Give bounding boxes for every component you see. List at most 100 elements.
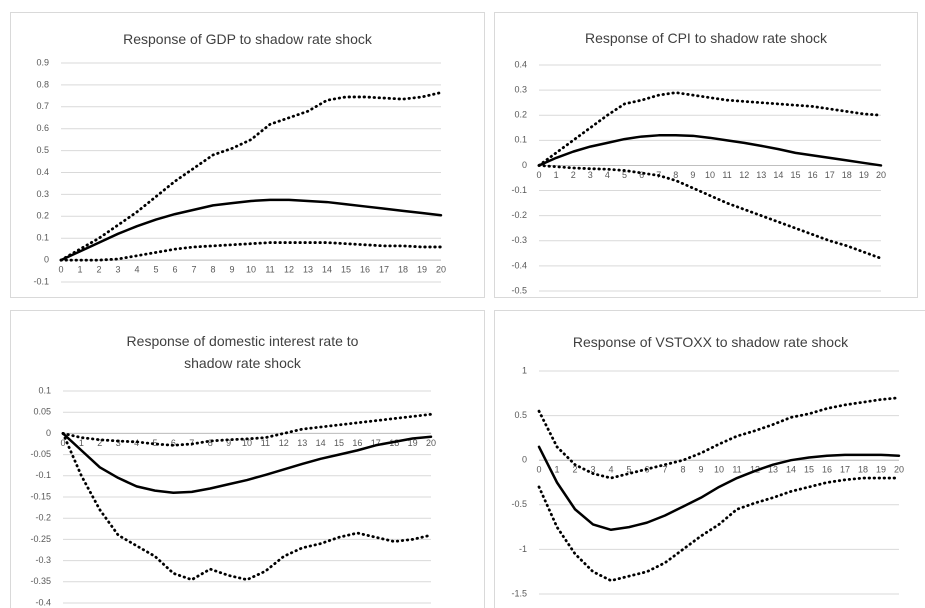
x-tick-label: 19	[859, 170, 869, 180]
x-tick-label: 9	[226, 438, 231, 448]
x-tick-label: 6	[172, 264, 177, 274]
y-tick-label: 0	[44, 254, 49, 264]
band-line	[537, 476, 901, 583]
x-tick-label: 8	[210, 264, 215, 274]
x-tick-label: 7	[191, 264, 196, 274]
x-tick-label: 6	[639, 170, 644, 180]
x-tick-label: 4	[605, 170, 610, 180]
x-tick-label: 3	[115, 264, 120, 274]
y-tick-label: 0	[522, 455, 527, 465]
y-tick-label: 0.5	[514, 410, 527, 420]
response-line	[537, 445, 901, 532]
x-tick-label: 16	[352, 438, 362, 448]
x-tick-label: 3	[116, 438, 121, 448]
x-tick-label: 10	[242, 438, 252, 448]
x-tick-label: 5	[626, 465, 631, 475]
x-tick-label: 1	[554, 170, 559, 180]
y-tick-label: 0.2	[36, 211, 49, 221]
x-tick-label: 10	[705, 170, 715, 180]
panel: Response of CPI to shadow rate shock 0.4…	[494, 12, 918, 298]
x-tick-label: 9	[690, 170, 695, 180]
x-tick-label: 11	[722, 170, 731, 180]
x-tick-label: 14	[786, 465, 796, 475]
band-line	[537, 164, 883, 260]
x-tick-label: 12	[750, 465, 760, 475]
panel: Response of domestic interest rate to sh…	[10, 310, 485, 608]
x-tick-label: 13	[756, 170, 766, 180]
x-tick-label: 0	[536, 465, 541, 475]
y-tick-label: 0.7	[36, 101, 49, 111]
y-tick-label: 0.1	[38, 385, 51, 395]
y-tick-label: -0.1	[35, 470, 51, 480]
x-tick-label: 0	[58, 264, 63, 274]
y-tick-label: -1.5	[511, 588, 527, 598]
x-tick-label: 3	[588, 170, 593, 180]
band-line	[59, 91, 443, 262]
x-tick-label: 1	[554, 465, 559, 475]
x-tick-label: 4	[608, 465, 613, 475]
y-tick-label: 0.3	[36, 189, 49, 199]
y-tick-label: 0.6	[36, 123, 49, 133]
x-tick-label: 17	[379, 264, 389, 274]
x-tick-label: 18	[858, 465, 868, 475]
x-tick-label: 13	[303, 264, 313, 274]
x-tick-label: 1	[79, 438, 84, 448]
y-tick-label: -0.5	[511, 285, 527, 295]
x-tick-label: 5	[152, 438, 157, 448]
band-line	[61, 412, 433, 447]
band-line	[537, 91, 883, 167]
band-line	[537, 396, 901, 480]
y-tick-label: 0.1	[514, 135, 527, 145]
x-tick-label: 17	[840, 465, 850, 475]
x-tick-label: 2	[97, 438, 102, 448]
y-tick-label: -0.05	[30, 449, 51, 459]
x-tick-label: 0	[60, 438, 65, 448]
x-tick-label: 20	[876, 170, 886, 180]
x-tick-label: 19	[417, 264, 427, 274]
y-tick-label: -0.5	[511, 499, 527, 509]
x-tick-label: 0	[536, 170, 541, 180]
y-tick-label: -0.2	[511, 210, 527, 220]
chart: 0.1 0.05 0 -0.05 -0.1 -0.15 -0.2 -0.25 -0.3 -0.35…	[30, 385, 436, 607]
chart: 0.40.30.20.10-0.1-0.2-0.3-0.4-0.50 1 2 3 4 5 6…	[511, 59, 886, 295]
x-tick-label: 20	[426, 438, 436, 448]
x-tick-label: 5	[153, 264, 158, 274]
x-tick-label: 9	[698, 465, 703, 475]
x-tick-label: 9	[229, 264, 234, 274]
x-tick-label: 15	[341, 264, 351, 274]
chart-title: Response of CPI to shadow rate shock	[584, 30, 828, 46]
y-tick-label: 0.1	[36, 233, 49, 243]
y-tick-label: 0.4	[36, 167, 49, 177]
y-tick-label: 0.05	[33, 407, 51, 417]
y-tick-label: -0.35	[30, 576, 51, 586]
x-tick-label: 19	[876, 465, 886, 475]
y-tick-label: -0.4	[511, 260, 527, 270]
x-tick-label: 17	[371, 438, 381, 448]
panel: Response of GDP to shadow rate shock 0.9…	[10, 12, 485, 298]
x-tick-label: 14	[322, 264, 332, 274]
x-tick-label: 16	[360, 264, 370, 274]
x-tick-label: 11	[265, 264, 274, 274]
y-tick-label: -0.4	[35, 597, 51, 607]
x-tick-label: 2	[96, 264, 101, 274]
x-tick-label: 4	[134, 264, 139, 274]
panel: Response of VSTOXX to shadow rate shock …	[494, 310, 925, 608]
band-line	[61, 432, 433, 582]
chart: 10.50-0.5-1-1.50 1 2 3 4 5 6 7 8 9 10 11 12 13 14 15 16 1…	[511, 365, 904, 598]
x-tick-label: 11	[261, 438, 270, 448]
x-tick-label: 12	[284, 264, 294, 274]
y-tick-label: 0.9	[36, 57, 49, 67]
band-line	[59, 241, 443, 262]
chart: 0.90.80.70.60.50.40.30.20.10-0.10 1 2 3 4 5 6 7…	[33, 57, 446, 286]
y-tick-label: 1	[522, 365, 527, 375]
x-tick-label: 8	[680, 465, 685, 475]
x-tick-label: 1	[77, 264, 82, 274]
x-tick-label: 2	[572, 465, 577, 475]
y-tick-label: -0.2	[35, 513, 51, 523]
y-tick-label: -1	[519, 544, 527, 554]
x-tick-label: 18	[398, 264, 408, 274]
x-tick-label: 13	[297, 438, 307, 448]
y-tick-label: -0.3	[511, 235, 527, 245]
chart-title: Response of VSTOXX to shadow rate shock	[572, 334, 849, 350]
